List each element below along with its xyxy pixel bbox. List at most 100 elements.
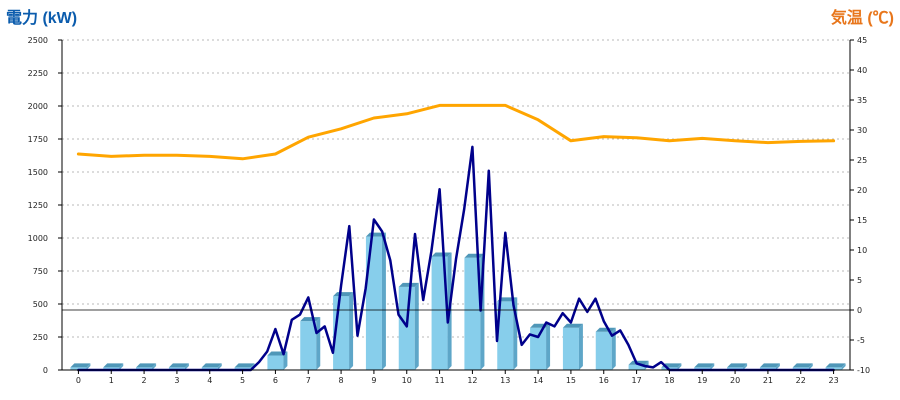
power-bar [267,355,284,370]
power-bar-side [808,363,813,370]
power-bar-side [710,363,715,370]
power-bar-top [595,327,616,332]
x-tick-label: 1 [109,376,114,385]
left-tick-label: 2000 [28,102,48,111]
power-bar-top [792,363,813,368]
power-bar-top [70,363,91,368]
left-tick-label: 750 [33,267,48,276]
x-tick-label: 23 [828,376,838,385]
right-tick-label: 45 [857,36,867,45]
power-bar [431,256,448,370]
power-bar-top [103,363,124,368]
right-tick-label: 10 [857,246,867,255]
x-tick-label: 0 [76,376,81,385]
x-tick-label: 9 [371,376,376,385]
right-tick-label: 0 [857,306,862,315]
power-bar-top [759,363,780,368]
power-bar [365,236,382,370]
power-bar-side [611,327,616,370]
right-tick-label: -5 [857,336,865,345]
power-bar [136,367,153,370]
power-bar-side [546,323,551,370]
power-bar-top [431,252,452,257]
left-tick-label: 1000 [28,234,48,243]
power-bar-top [694,363,715,368]
power-bar-top [333,292,354,297]
x-tick-label: 15 [566,376,576,385]
gridlines [62,39,850,338]
right-tick-label: 40 [857,66,867,75]
power-bar [168,367,185,370]
right-axis-label: 気温 (℃) [831,8,894,27]
power-bar-side [119,363,124,370]
power-bar [497,301,514,370]
x-tick-label: 8 [339,376,344,385]
left-axis-label: 電力 (kW) [6,8,77,27]
power-bar-side [184,363,189,370]
left-tick-label: 2500 [28,36,48,45]
x-tick-label: 11 [434,376,444,385]
power-bar-side [349,292,354,370]
power-bar [300,321,317,370]
right-tick-label: 25 [857,156,867,165]
power-bar-side [316,317,321,370]
power-bar-top [464,253,485,258]
right-tick-label: 30 [857,126,867,135]
power-bar-side [841,363,846,370]
power-bar [628,364,645,370]
power-bars [70,232,846,370]
right-tick-label: 35 [857,96,867,105]
power-bar [464,257,481,370]
power-bar-top [300,317,321,322]
power-bar-side [578,323,583,370]
left-tick-label: 500 [33,300,48,309]
power-bar-side [414,282,419,370]
power-line [77,145,835,372]
left-tick-label: 1250 [28,201,48,210]
power-bar-side [381,232,386,370]
x-tick-label: 5 [240,376,245,385]
left-tick-label: 1500 [28,168,48,177]
x-tick-label: 21 [763,376,773,385]
right-tick-label: 20 [857,186,867,195]
x-tick-label: 3 [174,376,179,385]
power-bar [398,286,415,370]
power-bar-side [217,363,222,370]
power-bar [70,367,87,370]
power-bar [792,367,809,370]
temperature-line [76,103,836,161]
power-bar [103,367,120,370]
left-tick-label: 1750 [28,135,48,144]
left-tick-label: 250 [33,333,48,342]
power-bar-side [743,363,748,370]
x-tick-label: 16 [599,376,609,385]
power-bar-top [727,363,748,368]
power-bar [562,327,579,370]
x-tick-label: 14 [533,376,543,385]
power-bar-top [234,363,255,368]
x-tick-label: 18 [664,376,674,385]
axes [58,39,854,374]
power-bar [595,331,612,370]
power-bar [530,327,547,370]
power-bar-top [825,363,846,368]
x-tick-label: 12 [467,376,477,385]
power-bar-top [562,323,583,328]
power-bar-side [152,363,157,370]
power-bar-top [168,363,189,368]
right-tick-label: 15 [857,216,867,225]
power-bar [759,367,776,370]
power-bar [825,367,842,370]
x-tick-label: 13 [500,376,510,385]
x-tick-label: 10 [402,376,412,385]
x-tick-label: 17 [631,376,641,385]
power-bar-side [775,363,780,370]
power-bar-side [677,363,682,370]
power-bar-side [283,351,288,370]
right-tick-label: 5 [857,276,862,285]
x-tick-label: 19 [697,376,707,385]
left-tick-label: 2250 [28,69,48,78]
lines [76,103,836,372]
right-tick-label: -10 [857,366,870,375]
